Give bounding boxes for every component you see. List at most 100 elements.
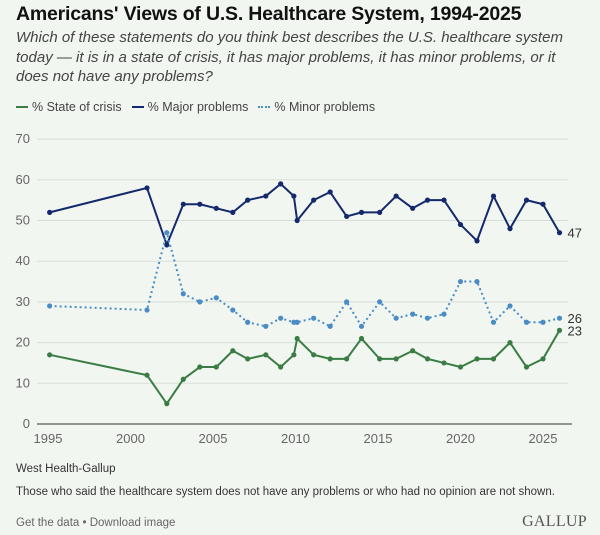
x-tick-label: 2005 <box>199 431 228 446</box>
data-point <box>327 356 333 362</box>
data-point <box>327 323 333 329</box>
data-point <box>144 372 150 378</box>
legend-item-crisis: % State of crisis <box>16 100 122 114</box>
data-point <box>507 303 513 309</box>
end-label: 23 <box>568 323 582 338</box>
data-point <box>424 197 431 203</box>
data-point <box>377 209 383 215</box>
legend: % State of crisis % Major problems % Min… <box>16 100 375 114</box>
data-point <box>556 315 563 321</box>
data-point <box>197 364 203 370</box>
data-point <box>344 299 350 305</box>
y-tick-label: 40 <box>16 253 30 268</box>
data-point <box>291 352 297 358</box>
data-point <box>245 319 251 325</box>
data-point <box>410 205 416 211</box>
data-point <box>164 242 170 248</box>
data-point <box>441 360 447 366</box>
data-point <box>291 193 297 199</box>
data-point <box>377 299 383 305</box>
data-point <box>144 307 150 313</box>
data-point <box>230 348 236 354</box>
data-point <box>164 401 170 407</box>
data-point <box>311 352 317 358</box>
data-point <box>556 230 563 236</box>
series-line-0 <box>49 329 561 405</box>
y-tick-label: 30 <box>16 294 30 309</box>
data-point <box>263 323 269 329</box>
data-point <box>393 356 399 362</box>
data-point <box>197 299 203 305</box>
chart-title: Americans' Views of U.S. Healthcare Syst… <box>16 3 522 25</box>
data-point <box>278 315 284 321</box>
legend-label-major: % Major problems <box>147 100 249 114</box>
y-tick-label: 60 <box>16 172 30 187</box>
data-point <box>377 356 383 362</box>
legend-swatch-minor <box>258 106 271 108</box>
data-point <box>311 197 317 203</box>
y-tick-label: 0 <box>23 416 30 431</box>
data-point <box>474 356 480 362</box>
data-point <box>294 335 300 342</box>
data-point <box>47 352 53 358</box>
x-tick-label: 2020 <box>446 431 475 446</box>
data-point <box>540 201 546 207</box>
data-point <box>245 197 251 203</box>
data-point <box>180 291 186 297</box>
legend-label-crisis: % State of crisis <box>32 100 122 114</box>
data-point <box>523 319 530 325</box>
data-point <box>263 193 269 199</box>
get-data-link[interactable]: Get the data <box>16 517 80 529</box>
chart-subtitle: Which of these statements do you think b… <box>16 29 563 85</box>
data-point <box>213 364 219 370</box>
data-point <box>230 209 236 215</box>
data-point <box>180 376 186 382</box>
data-point <box>164 230 170 236</box>
data-point <box>294 319 300 325</box>
data-point <box>556 327 563 333</box>
data-point <box>441 311 447 317</box>
gallup-logo: GALLUP <box>522 513 587 530</box>
data-point <box>490 356 497 362</box>
data-point <box>311 315 317 321</box>
x-tick-label: 1995 <box>34 431 63 446</box>
data-point <box>457 364 464 370</box>
legend-swatch-crisis <box>16 106 28 108</box>
data-point <box>410 311 416 317</box>
x-tick-label: 2000 <box>116 431 145 446</box>
data-point <box>180 201 186 207</box>
download-image-link[interactable]: Download image <box>89 517 176 529</box>
legend-swatch-major <box>131 106 144 108</box>
data-point <box>245 356 251 362</box>
data-point <box>540 319 546 325</box>
data-point <box>278 181 284 187</box>
y-tick-label: 10 <box>16 375 30 390</box>
data-point <box>507 226 513 232</box>
data-point <box>410 348 416 354</box>
data-point <box>358 323 365 329</box>
data-point <box>523 197 530 203</box>
legend-label-minor: % Minor problems <box>274 100 376 114</box>
x-tick-label: 2025 <box>529 431 558 446</box>
y-tick-label: 70 <box>16 131 30 146</box>
data-point <box>344 356 350 362</box>
data-point <box>424 315 431 321</box>
data-point <box>393 315 399 321</box>
data-point <box>47 303 53 309</box>
end-label: 26 <box>568 311 582 326</box>
data-point <box>490 193 497 199</box>
footnote: Those who said the healthcare system doe… <box>16 486 555 498</box>
data-point <box>294 217 300 224</box>
data-point <box>263 352 269 358</box>
series-line-2 <box>49 231 560 328</box>
data-point <box>230 307 236 313</box>
data-point <box>358 335 365 342</box>
link-separator: • <box>79 517 90 529</box>
footer-links: Get the data • Download image <box>16 517 175 529</box>
data-point <box>457 221 464 228</box>
data-point <box>490 319 497 325</box>
y-tick-label: 50 <box>16 213 30 228</box>
series-line-1 <box>49 182 561 246</box>
data-point <box>358 209 365 215</box>
data-point <box>213 205 219 211</box>
